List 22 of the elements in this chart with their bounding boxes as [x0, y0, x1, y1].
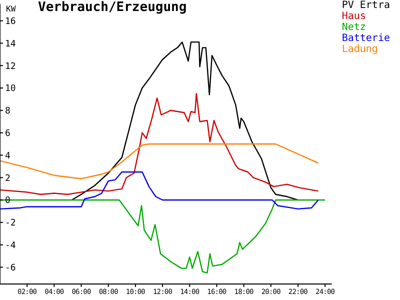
line-series — [0, 171, 319, 210]
chart-title: Verbrauch/Erzeugung — [38, 0, 187, 15]
y-tick-label: 4 — [5, 151, 10, 162]
y-tick-label: 12 — [5, 62, 16, 72]
y-tick-label: -6 — [5, 263, 16, 274]
line-series — [71, 41, 299, 201]
text: Ladung — [342, 44, 378, 55]
text: Batterie — [342, 33, 390, 44]
text: PV Ertra — [342, 0, 390, 11]
y-tick-label: 10 — [5, 84, 16, 94]
y-tick-label: 2 — [5, 174, 10, 184]
y-tick-label: 8 — [5, 106, 10, 117]
line-series — [0, 143, 319, 180]
line-series — [0, 93, 319, 195]
text: Haus — [342, 11, 366, 22]
y-tick-label: 16 — [5, 16, 16, 27]
text: Netz — [342, 22, 366, 33]
y-tick-label: 14 — [5, 39, 16, 50]
y-tick-label: 6 — [5, 128, 10, 139]
y-axis-title: KW — [6, 4, 16, 14]
y-tick-label: -4 — [5, 240, 16, 251]
y-tick-label: -2 — [5, 218, 16, 229]
